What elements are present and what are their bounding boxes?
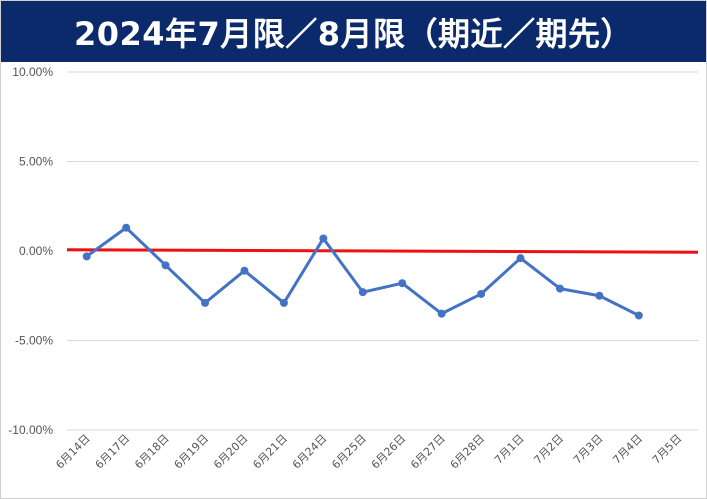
series-line: [85, 226, 640, 317]
x-tick-label: 7月4日: [610, 432, 645, 467]
x-tick-label: 6月21日: [250, 432, 290, 472]
x-tick-label: 6月26日: [369, 432, 409, 472]
data-point: [634, 311, 643, 320]
x-tick-label: 6月27日: [408, 432, 448, 472]
data-point: [279, 298, 288, 307]
data-point: [161, 261, 170, 270]
data-point: [477, 289, 486, 298]
y-tick-label: 0.00%: [19, 244, 53, 258]
title-bar: 2024年7月限／8月限（期近／期先）: [1, 1, 706, 62]
data-point: [201, 298, 210, 307]
x-tick-label: 7月5日: [650, 432, 685, 467]
chart-title: 2024年7月限／8月限（期近／期先）: [73, 14, 634, 53]
x-tick-label: 6月17日: [93, 432, 133, 472]
data-point: [595, 291, 604, 300]
data-point: [555, 284, 564, 293]
data-point: [240, 266, 249, 275]
data-point: [319, 234, 328, 243]
x-tick-label: 7月2日: [531, 432, 566, 467]
y-tick-label: -5.00%: [15, 334, 53, 348]
x-tick-label: 6月25日: [329, 432, 369, 472]
y-tick-label: 10.00%: [12, 65, 53, 79]
y-tick-label: 5.00%: [19, 155, 53, 169]
x-tick-label: 6月14日: [53, 432, 93, 472]
x-tick-label: 6月19日: [172, 432, 212, 472]
reference-line: [66, 248, 699, 254]
data-point: [82, 252, 91, 261]
x-tick-label: 6月18日: [132, 432, 172, 472]
data-point: [358, 288, 367, 297]
x-tick-label: 6月20日: [211, 432, 251, 472]
y-tick-label: -10.00%: [8, 423, 53, 437]
data-point: [516, 254, 525, 263]
x-tick-label: 7月3日: [571, 432, 606, 467]
data-point: [437, 309, 446, 318]
data-point: [122, 223, 131, 232]
data-point: [398, 279, 407, 288]
x-tick-label: 6月28日: [448, 432, 488, 472]
x-tick-label: 6月24日: [290, 432, 330, 472]
x-tick-label: 7月1日: [492, 432, 527, 467]
